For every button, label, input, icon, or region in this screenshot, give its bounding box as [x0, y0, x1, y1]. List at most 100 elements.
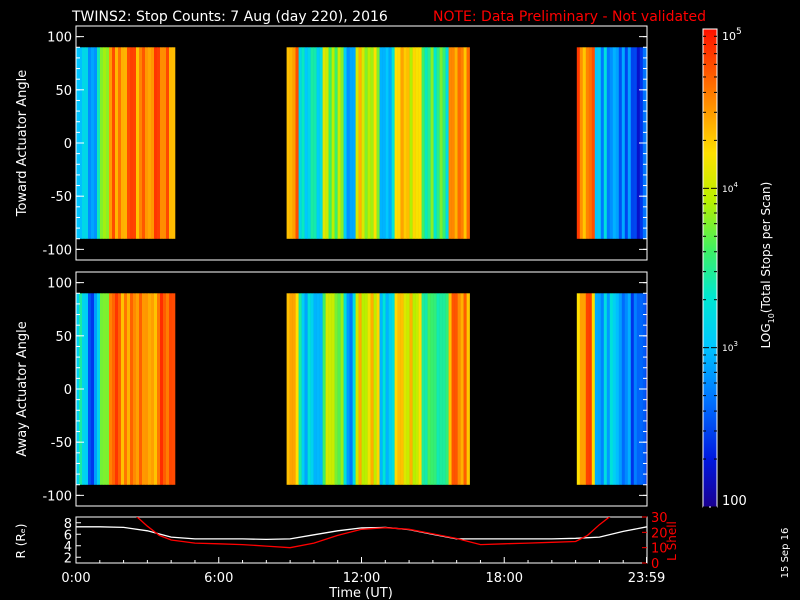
- heatmap-column: [615, 293, 620, 485]
- heatmap-column: [442, 47, 446, 239]
- heatmap-column: [313, 47, 317, 239]
- colorbar-tick-1e5: 105: [722, 27, 742, 43]
- plot-title: TWINS2: Stop Counts: 7 Aug (day 220), 20…: [71, 9, 388, 25]
- colorbar-frame: [702, 28, 718, 508]
- heatmap-column: [603, 293, 608, 485]
- heatmap-column: [127, 293, 131, 485]
- away-angle-panel: 100 50 0 -50 -100 Away Actuator Angle: [15, 271, 648, 507]
- heatmap-column: [400, 293, 404, 485]
- heatmap-column: [421, 293, 425, 485]
- heatmap-column: [403, 293, 407, 485]
- heatmap-column: [133, 47, 137, 239]
- heatmap-column: [157, 47, 161, 239]
- heatmap-column: [334, 293, 338, 485]
- heatmap-column: [409, 47, 413, 239]
- heatmap-column: [97, 47, 101, 239]
- heatmap-column: [379, 293, 383, 485]
- heatmap-column: [624, 293, 629, 485]
- heatmap-column: [169, 47, 173, 239]
- heatmap-column: [157, 293, 161, 485]
- heatmap-column: [379, 47, 383, 239]
- heatmap-column: [343, 47, 347, 239]
- heatmap-column: [370, 47, 374, 239]
- heatmap-column: [316, 293, 320, 485]
- heatmap-column: [373, 47, 377, 239]
- heatmap-column: [454, 47, 458, 239]
- orbit-lines: [76, 517, 647, 549]
- heatmap-column: [612, 293, 617, 485]
- orbit-right-tick-label: 30: [651, 511, 668, 526]
- heatmap-column: [142, 47, 146, 239]
- heatmap-column: [148, 293, 152, 485]
- heatmap-column: [633, 47, 638, 239]
- heatmap-column: [130, 293, 134, 485]
- heatmap-column: [367, 47, 371, 239]
- heatmap-column: [627, 293, 632, 485]
- heatmap-column: [340, 293, 344, 485]
- heatmap-column: [579, 47, 584, 239]
- heatmap-column: [588, 293, 593, 485]
- heatmap-column: [124, 293, 128, 485]
- heatmap-column: [103, 47, 107, 239]
- heatmap-column: [415, 47, 419, 239]
- heatmap-column: [600, 293, 605, 485]
- heatmap-column: [454, 293, 458, 485]
- heatmap-column: [334, 47, 338, 239]
- preliminary-note: NOTE: Data Preliminary - Not validated: [433, 9, 706, 25]
- heatmap-column: [292, 293, 296, 485]
- heatmap-column: [124, 47, 128, 239]
- heatmap-column: [594, 47, 599, 239]
- heatmap-column: [466, 47, 470, 239]
- heatmap-column: [579, 293, 584, 485]
- heatmap-column: [591, 293, 596, 485]
- heatmap-column: [358, 47, 362, 239]
- orbit-left-tick-label: 2: [64, 551, 72, 566]
- heatmap-column: [301, 47, 305, 239]
- heatmap-column: [585, 293, 590, 485]
- heatmap-column: [289, 293, 293, 485]
- heatmap-column: [145, 293, 149, 485]
- heatmap-column: [139, 293, 143, 485]
- heatmap-column: [612, 47, 617, 239]
- heatmap-column: [424, 293, 428, 485]
- heatmap-column: [94, 47, 98, 239]
- heatmap-column: [133, 293, 137, 485]
- heatmap-column: [427, 47, 431, 239]
- heatmap-column: [406, 293, 410, 485]
- heatmap-column: [621, 293, 626, 485]
- heatmap-column: [636, 293, 641, 485]
- heatmap-column: [439, 293, 443, 485]
- heatmap-column: [166, 293, 170, 485]
- heatmap-column: [448, 293, 452, 485]
- heatmap-column: [457, 293, 461, 485]
- heatmap-column: [585, 47, 590, 239]
- heatmap-column: [319, 47, 323, 239]
- heatmap-column: [331, 293, 335, 485]
- heatmap-column: [630, 293, 635, 485]
- heatmap-column: [331, 47, 335, 239]
- y-tick-label: 100: [47, 31, 72, 46]
- heatmap-column: [139, 47, 143, 239]
- heatmap-column: [442, 293, 446, 485]
- lshell-series-line: [136, 517, 611, 549]
- heatmap-column: [163, 293, 167, 485]
- heatmap-column: [97, 293, 101, 485]
- heatmap-column: [163, 47, 167, 239]
- heatmap-column: [439, 47, 443, 239]
- heatmap-column: [418, 293, 422, 485]
- y-tick-label: 50: [55, 330, 72, 345]
- heatmap-column: [151, 293, 155, 485]
- orbit-panel-frame: [75, 516, 648, 564]
- heatmap-column: [304, 47, 308, 239]
- heatmap-column: [358, 293, 362, 485]
- heatmap-column: [88, 47, 92, 239]
- heatmap-column: [85, 47, 89, 239]
- heatmap-column: [172, 47, 176, 239]
- heatmap-column: [600, 47, 605, 239]
- heatmap-column: [406, 47, 410, 239]
- heatmap-column: [352, 47, 356, 239]
- heatmap-column: [457, 47, 461, 239]
- heatmap-column: [91, 47, 95, 239]
- heatmap-column: [382, 47, 386, 239]
